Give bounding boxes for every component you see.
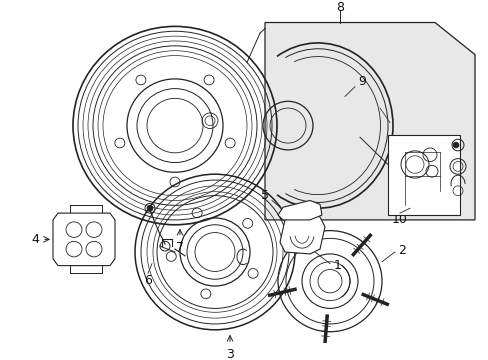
Text: 9: 9: [357, 75, 365, 88]
Text: 3: 3: [225, 348, 233, 360]
Polygon shape: [280, 213, 325, 254]
Text: 10: 10: [391, 213, 407, 226]
Text: 5: 5: [261, 189, 268, 202]
Circle shape: [452, 142, 458, 148]
Text: 4: 4: [31, 233, 39, 246]
Text: 8: 8: [335, 1, 343, 14]
Text: 1: 1: [333, 259, 341, 272]
FancyBboxPatch shape: [387, 135, 459, 215]
Text: 2: 2: [397, 244, 405, 257]
Polygon shape: [278, 201, 321, 220]
Circle shape: [147, 205, 153, 211]
Text: 6: 6: [144, 274, 152, 287]
Polygon shape: [53, 213, 115, 266]
Text: 7: 7: [176, 240, 183, 254]
Polygon shape: [264, 23, 474, 220]
